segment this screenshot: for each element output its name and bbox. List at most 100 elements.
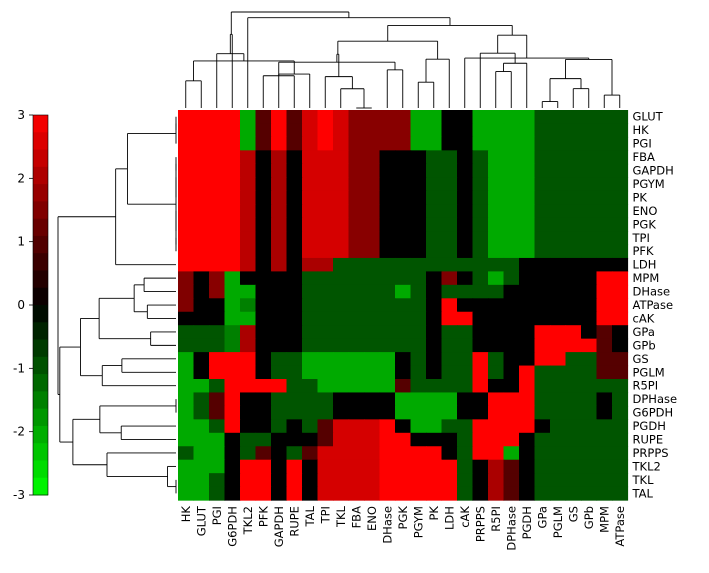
heatmap-cell — [302, 190, 319, 205]
heatmap-cell — [271, 190, 288, 205]
heatmap-cell — [503, 271, 520, 286]
heatmap-cell — [302, 446, 319, 461]
heatmap-cell — [193, 446, 210, 461]
heatmap-cell — [457, 190, 474, 205]
heatmap-cell — [302, 365, 319, 380]
colorbar-segment — [33, 425, 48, 444]
row-label: PFK — [633, 244, 655, 258]
heatmap-cell — [395, 271, 412, 286]
heatmap-cell — [240, 432, 257, 447]
heatmap-cell — [596, 311, 613, 326]
heatmap-cell — [488, 177, 505, 192]
heatmap-cell — [271, 311, 288, 326]
colorbar-segment — [33, 201, 48, 220]
heatmap-cell — [426, 405, 443, 420]
heatmap-cell — [565, 298, 582, 313]
heatmap-cell — [178, 365, 195, 380]
heatmap-cell — [178, 177, 195, 192]
heatmap-cell — [534, 110, 551, 125]
heatmap-cell — [333, 204, 350, 219]
heatmap-cell — [410, 352, 427, 367]
heatmap-cell — [441, 244, 458, 259]
heatmap-cell — [286, 231, 303, 246]
column-label: LDH — [442, 506, 456, 530]
heatmap-cell — [364, 486, 381, 501]
heatmap-cell — [364, 325, 381, 340]
heatmap-cell — [395, 432, 412, 447]
heatmap-cell — [209, 325, 226, 340]
heatmap-cell — [348, 231, 365, 246]
heatmap-cell — [224, 419, 241, 434]
heatmap-cell — [302, 298, 319, 313]
heatmap-cell — [209, 459, 226, 474]
heatmap-cell — [441, 365, 458, 380]
heatmap-cell — [410, 150, 427, 165]
heatmap-cell — [472, 298, 489, 313]
heatmap-cell — [472, 325, 489, 340]
heatmap-cell — [286, 217, 303, 232]
heatmap-cell — [519, 177, 536, 192]
heatmap-cell — [426, 123, 443, 138]
heatmap-cell — [550, 352, 567, 367]
heatmap-cell — [364, 150, 381, 165]
heatmap-cell — [317, 284, 334, 299]
heatmap-cell — [395, 446, 412, 461]
heatmap-cell — [395, 150, 412, 165]
heatmap-cell — [271, 473, 288, 488]
heatmap-cell — [209, 446, 226, 461]
heatmap-cell — [178, 446, 195, 461]
heatmap-cell — [488, 217, 505, 232]
heatmap-cell — [364, 405, 381, 420]
heatmap-cell — [271, 204, 288, 219]
heatmap-cell — [178, 473, 195, 488]
heatmap-cell — [209, 338, 226, 353]
heatmap-cell — [457, 352, 474, 367]
heatmap-cell — [286, 110, 303, 125]
heatmap-cell — [612, 298, 629, 313]
heatmap-cell — [240, 163, 257, 178]
heatmap-cell — [441, 136, 458, 151]
heatmap-cell — [457, 392, 474, 407]
heatmap-cell — [255, 446, 272, 461]
heatmap-cell — [472, 486, 489, 501]
heatmap-cell — [426, 392, 443, 407]
heatmap-cell — [488, 123, 505, 138]
heatmap-cell — [519, 352, 536, 367]
heatmap-cell — [519, 459, 536, 474]
column-label: TAL — [303, 505, 317, 527]
heatmap-cell — [565, 284, 582, 299]
heatmap-cell — [317, 473, 334, 488]
heatmap-cell — [395, 123, 412, 138]
heatmap-cell — [441, 217, 458, 232]
heatmap-cell — [550, 177, 567, 192]
heatmap-cell — [364, 123, 381, 138]
heatmap-cell — [534, 257, 551, 272]
heatmap-cell — [426, 338, 443, 353]
heatmap-cell — [224, 405, 241, 420]
heatmap-cell — [441, 163, 458, 178]
heatmap-cell — [348, 405, 365, 420]
heatmap-cell — [193, 459, 210, 474]
heatmap-cell — [364, 352, 381, 367]
heatmap-cell — [395, 379, 412, 394]
column-label: R5PI — [489, 506, 503, 532]
column-label: TPI — [318, 506, 332, 524]
heatmap-cell — [240, 392, 257, 407]
heatmap-cell — [224, 150, 241, 165]
heatmap-cell — [488, 163, 505, 178]
heatmap-cell — [472, 271, 489, 286]
heatmap-cell — [364, 446, 381, 461]
row-label: TKL2 — [632, 459, 661, 473]
heatmap-cell — [379, 352, 396, 367]
heatmap-cell — [209, 419, 226, 434]
heatmap-cell — [193, 311, 210, 326]
heatmap-cell — [364, 257, 381, 272]
heatmap-cell — [410, 123, 427, 138]
heatmap-cell — [317, 231, 334, 246]
heatmap-cell — [503, 136, 520, 151]
heatmap-cell — [333, 446, 350, 461]
heatmap-cell — [581, 110, 598, 125]
heatmap-cell — [302, 325, 319, 340]
heatmap-cell — [348, 311, 365, 326]
heatmap-cell — [193, 244, 210, 259]
